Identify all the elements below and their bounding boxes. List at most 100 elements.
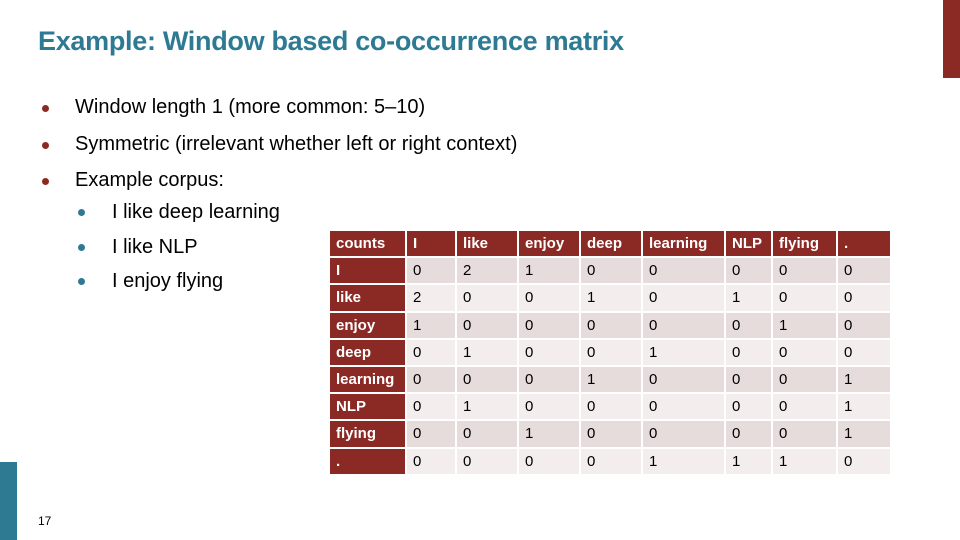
column-header: deep (579, 228, 643, 259)
corpus-sentence: I enjoy flying (75, 267, 280, 302)
matrix-cell: 1 (455, 392, 519, 422)
matrix-cell: 0 (836, 446, 892, 476)
bullet-text: Example corpus: (75, 169, 224, 191)
matrix-cell: 0 (405, 392, 457, 422)
matrix-cell: 1 (771, 310, 838, 340)
column-header: I (405, 228, 457, 259)
matrix-row: enjoy 1 0 0 0 0 0 1 0 (328, 310, 892, 340)
bullet-item: Example corpus: (38, 166, 517, 203)
corpus-text: I like NLP (112, 235, 198, 258)
corpus-text: I enjoy flying (112, 270, 224, 292)
slide-number: 17 (38, 514, 52, 528)
column-header: enjoy (517, 228, 581, 259)
left-accent-bar (0, 462, 17, 540)
row-header: enjoy (328, 310, 407, 340)
matrix-cell: 1 (641, 446, 726, 476)
matrix-cell: 0 (836, 337, 892, 367)
bullet-dot-icon (42, 178, 49, 185)
matrix-cell: 1 (517, 419, 581, 449)
matrix-cell: 1 (836, 392, 892, 422)
matrix-cell: 1 (724, 283, 773, 313)
matrix-cell: 0 (517, 337, 581, 367)
matrix-row: flying 0 0 1 0 0 0 0 1 (328, 419, 892, 449)
matrix-cell: 0 (641, 256, 726, 286)
row-header: learning (328, 364, 407, 395)
matrix-row: like 2 0 0 1 0 1 0 0 (328, 283, 892, 313)
corpus-list: I like deep learning I like NLP I enjoy … (75, 198, 280, 302)
matrix-cell: 0 (579, 446, 643, 476)
matrix-cell: 0 (579, 392, 643, 422)
main-bullet-list: Window length 1 (more common: 5–10) Symm… (38, 93, 517, 203)
matrix-cell: 0 (724, 419, 773, 449)
matrix-cell: 0 (455, 310, 519, 340)
cooccurrence-matrix: counts I like enjoy deep learning NLP fl… (328, 228, 892, 476)
sub-bullet-dot-icon (78, 278, 85, 285)
matrix-cell: 0 (641, 310, 726, 340)
matrix-cell: 0 (455, 419, 519, 449)
row-header: like (328, 283, 407, 313)
matrix-cell: 0 (724, 256, 773, 286)
matrix-cell: 0 (517, 364, 581, 395)
matrix-body: I 0 2 1 0 0 0 0 0 like 2 0 0 1 0 1 0 0 enjoy 1 0 0 0 0 0 1 0 deep 0 1… (328, 256, 892, 476)
matrix-cell: 0 (405, 337, 457, 367)
matrix-cell: 1 (836, 364, 892, 395)
matrix-cell: 0 (405, 364, 457, 395)
matrix-cell: 0 (771, 256, 838, 286)
column-header: flying (771, 228, 838, 259)
matrix-cell: 0 (836, 310, 892, 340)
matrix-corner-cell: counts (328, 228, 407, 259)
matrix-cell: 0 (405, 446, 457, 476)
matrix-cell: 0 (641, 283, 726, 313)
bullet-item: Symmetric (irrelevant whether left or ri… (38, 130, 517, 167)
column-header: NLP (724, 228, 773, 259)
matrix-cell: 0 (641, 392, 726, 422)
corpus-sentence: I like NLP (75, 233, 280, 268)
matrix-cell: 0 (771, 419, 838, 449)
matrix-cell: 1 (836, 419, 892, 449)
matrix-cell: 0 (455, 364, 519, 395)
matrix-row: NLP 0 1 0 0 0 0 0 1 (328, 392, 892, 422)
matrix-cell: 2 (405, 283, 457, 313)
matrix-cell: 0 (724, 310, 773, 340)
slide-title: Example: Window based co-occurrence matr… (38, 26, 624, 56)
matrix-cell: 0 (517, 310, 581, 340)
corpus-text: I like deep learning (112, 201, 280, 223)
matrix-cell: 1 (579, 364, 643, 395)
matrix-cell: 0 (455, 283, 519, 313)
matrix-cell: 1 (771, 446, 838, 476)
matrix-cell: 0 (724, 337, 773, 367)
bullet-text: Symmetric (irrelevant whether left or ri… (75, 132, 518, 155)
matrix-cell: 0 (405, 256, 457, 286)
matrix-row: deep 0 1 0 0 1 0 0 0 (328, 337, 892, 367)
matrix-cell: 0 (771, 392, 838, 422)
matrix-cell: 0 (771, 364, 838, 395)
sub-bullet-dot-icon (78, 209, 85, 216)
matrix-cell: 0 (517, 446, 581, 476)
row-header: I (328, 256, 407, 286)
matrix-cell: 0 (517, 283, 581, 313)
matrix-cell: 1 (641, 337, 726, 367)
matrix-cell: 0 (579, 337, 643, 367)
column-header: learning (641, 228, 726, 259)
matrix-cell: 0 (724, 392, 773, 422)
matrix-cell: 1 (724, 446, 773, 476)
matrix-cell: 0 (579, 310, 643, 340)
matrix-cell: 0 (517, 392, 581, 422)
sub-bullet-dot-icon (78, 243, 85, 251)
row-header: flying (328, 419, 407, 449)
bullet-dot-icon (42, 141, 49, 149)
matrix-cell: 0 (641, 419, 726, 449)
matrix-cell: 1 (405, 310, 457, 340)
matrix-cell: 0 (836, 256, 892, 286)
matrix-cell: 1 (579, 283, 643, 313)
matrix-cell: 0 (836, 283, 892, 313)
matrix-row: learning 0 0 0 1 0 0 0 1 (328, 364, 892, 395)
bullet-text: Window length 1 (more common: 5–10) (75, 96, 426, 118)
matrix-cell: 0 (771, 283, 838, 313)
row-header: deep (328, 337, 407, 367)
matrix-cell: 0 (579, 419, 643, 449)
matrix-cell: 1 (455, 337, 519, 367)
matrix-cell: 0 (641, 364, 726, 395)
matrix-cell: 0 (455, 446, 519, 476)
